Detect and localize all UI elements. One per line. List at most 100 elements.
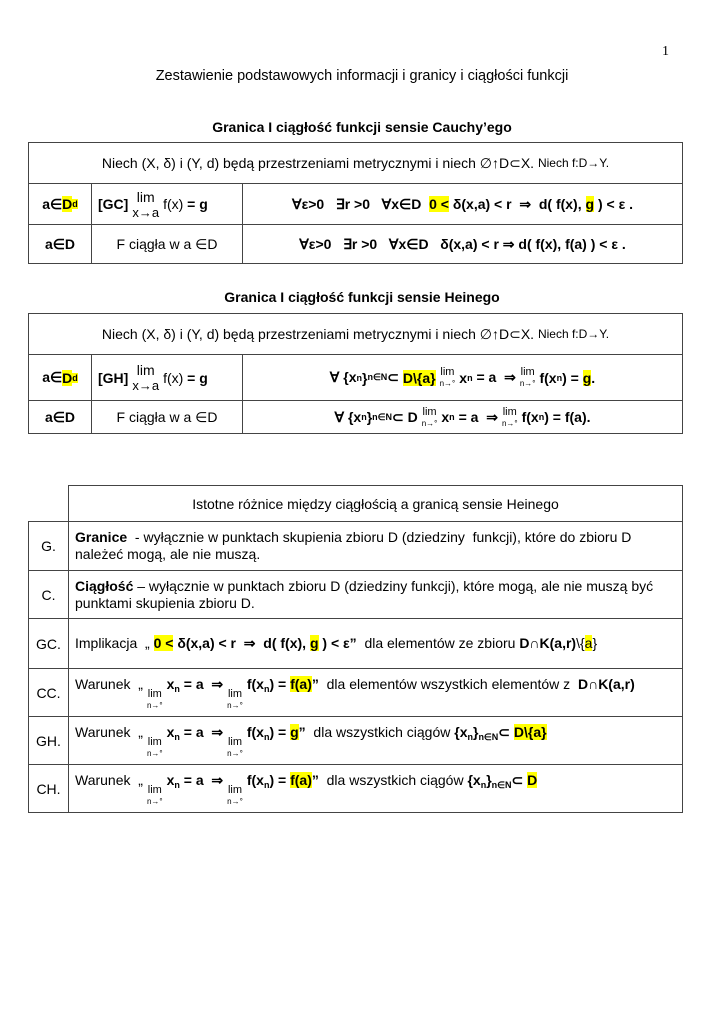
text-segment: n xyxy=(263,731,270,742)
text-segment: ” xyxy=(311,771,319,788)
text-segment: ⊂ xyxy=(498,723,514,740)
heine-intro: Niech (X, δ) i (Y, d) będą przestrzeniam… xyxy=(28,313,683,355)
lim-subscript: n→° xyxy=(227,796,243,806)
highlighted-text: 0 < xyxy=(153,635,174,651)
text-segment: F ciągła w a ∈D xyxy=(116,408,218,425)
text-segment: a∈D xyxy=(44,408,76,425)
lim-text: lim xyxy=(227,783,243,796)
limit-operator: lim n→° xyxy=(440,367,456,388)
cauchy-continuity-condition: a∈D xyxy=(28,224,92,264)
text-segment: f(x) xyxy=(163,196,184,212)
lim-text: lim xyxy=(147,783,162,796)
lim-subscript: n→° xyxy=(146,700,163,710)
text-segment: ” xyxy=(298,723,306,740)
differences-header: Istotne różnice między ciągłością a gran… xyxy=(68,485,683,522)
lim-subscript: x→a xyxy=(132,204,160,220)
lim-subscript: n→° xyxy=(227,748,243,758)
lim-text: lim xyxy=(136,188,155,205)
text-segment: f(x xyxy=(539,369,557,386)
row-label: GC. xyxy=(28,618,69,669)
lim-text: lim xyxy=(520,366,535,378)
row-label: G. xyxy=(28,521,69,571)
highlighted-text: D\{a} xyxy=(402,369,436,386)
lim-text: lim xyxy=(422,405,437,418)
text-segment: dla elementów wszystkich elementów z xyxy=(318,675,578,692)
row-text: Warunek „ lim n→° xn = a ⇒ lim n→° f(xn) = f(a… xyxy=(75,771,545,806)
highlighted-text: g xyxy=(309,635,319,651)
text-segment: n xyxy=(263,683,270,694)
text-segment: x xyxy=(166,771,175,788)
text-segment: f(x xyxy=(246,675,264,692)
lim-text: lim xyxy=(147,735,162,748)
text-segment: x xyxy=(459,369,468,386)
heine-continuity-condition: a∈D xyxy=(28,400,92,434)
highlighted-text: g xyxy=(290,723,299,740)
lim-subscript: n→° xyxy=(439,379,456,388)
row-content: Warunek „ lim n→° xn = a ⇒ lim n→° f(xn) = g” … xyxy=(68,716,683,765)
text-segment: [GC] xyxy=(98,196,129,212)
text-segment: n xyxy=(174,731,180,742)
text-segment: } xyxy=(592,635,598,651)
text-segment: a∈ xyxy=(42,369,63,385)
row-label: GH. xyxy=(28,716,69,765)
lim-text: lim xyxy=(440,366,455,378)
text-segment: x xyxy=(166,723,175,740)
row-text: Warunek „ lim n→° xn = a ⇒ lim n→° f(xn) = f(a… xyxy=(75,675,643,710)
text-segment: n∈N xyxy=(478,731,499,742)
text-segment: ) < ε” xyxy=(318,635,357,651)
highlighted-text: a xyxy=(584,635,593,651)
limit-operator: lim x→a xyxy=(132,363,159,392)
text-segment: [GH] xyxy=(98,369,129,386)
text-segment: n∈N xyxy=(367,372,388,382)
text-segment: dla elementów ze zbioru xyxy=(356,635,520,651)
text-segment: } xyxy=(362,369,368,386)
lim-text: lim xyxy=(147,687,162,700)
text-segment: {x xyxy=(454,723,468,740)
text-segment: ⊂ D xyxy=(391,408,418,425)
text-segment: x xyxy=(441,409,450,425)
text-segment: Warunek „ xyxy=(75,771,143,788)
text-segment: n∈N xyxy=(491,779,512,790)
text-segment: dla wszystkich ciągów xyxy=(305,723,455,740)
section-heading-heine: Granica I ciągłość funkcji sensie Heineg… xyxy=(224,289,500,305)
text-segment: n xyxy=(449,412,455,422)
cauchy-formula-cell: ∀ε>0 ∃r >0 ∀x∈D 0 < δ(x,a) < r ⇒ d( f(x)… xyxy=(242,183,683,225)
text-segment: ) = xyxy=(269,771,291,788)
text-segment: n xyxy=(174,779,180,790)
text-segment: – wyłącznie w punktach zbioru D (dziedzi… xyxy=(75,577,658,611)
row-label: CC. xyxy=(28,668,69,717)
text-segment: = a ⇒ xyxy=(179,723,224,740)
limit-operator: lim n→° xyxy=(422,405,438,428)
text-segment: n xyxy=(174,683,180,694)
lim-subscript: n→° xyxy=(501,418,518,428)
text-segment: } xyxy=(486,771,492,788)
limit-operator: lim n→° xyxy=(147,783,163,806)
highlighted-text: f(a) xyxy=(290,771,312,788)
text-segment: ) = f(a). xyxy=(544,409,591,425)
highlighted-text: D xyxy=(62,196,73,212)
text-segment: n xyxy=(361,412,367,422)
row-text: Granice - wyłącznie w punktach skupienia… xyxy=(75,529,682,563)
limit-operator: lim n→° xyxy=(146,735,163,758)
limit-operator: lim n→° xyxy=(520,367,536,388)
row-content: Ciągłość – wyłącznie w punktach zbioru D… xyxy=(68,570,683,619)
row-content: Implikacja „ 0 < δ(x,a) < r ⇒ d( f(x), g… xyxy=(68,618,683,669)
lim-subscript: x→a xyxy=(132,378,160,393)
limit-operator: lim x→a xyxy=(132,190,159,219)
text-segment: ) < ε . xyxy=(594,196,633,212)
text-segment: = g xyxy=(183,196,208,212)
text-segment: a∈ xyxy=(42,195,63,212)
text-segment: - wyłącznie w punktach skupienia zbioru … xyxy=(75,529,636,562)
text-segment: ) = xyxy=(269,723,291,740)
lim-text: lim xyxy=(136,362,155,378)
text-segment: f(x xyxy=(521,409,539,425)
text-segment: n xyxy=(356,372,363,383)
lim-subscript: n→° xyxy=(146,748,163,758)
limit-operator: lim n→° xyxy=(501,406,518,428)
text-segment: Granice xyxy=(75,529,128,545)
limit-operator: lim n→° xyxy=(146,687,163,710)
row-content: Warunek „ lim n→° xn = a ⇒ lim n→° f(xn) = f(a… xyxy=(68,764,683,813)
text-segment: } xyxy=(366,409,373,425)
row-text: Warunek „ lim n→° xn = a ⇒ lim n→° f(xn) = g” … xyxy=(75,723,555,758)
